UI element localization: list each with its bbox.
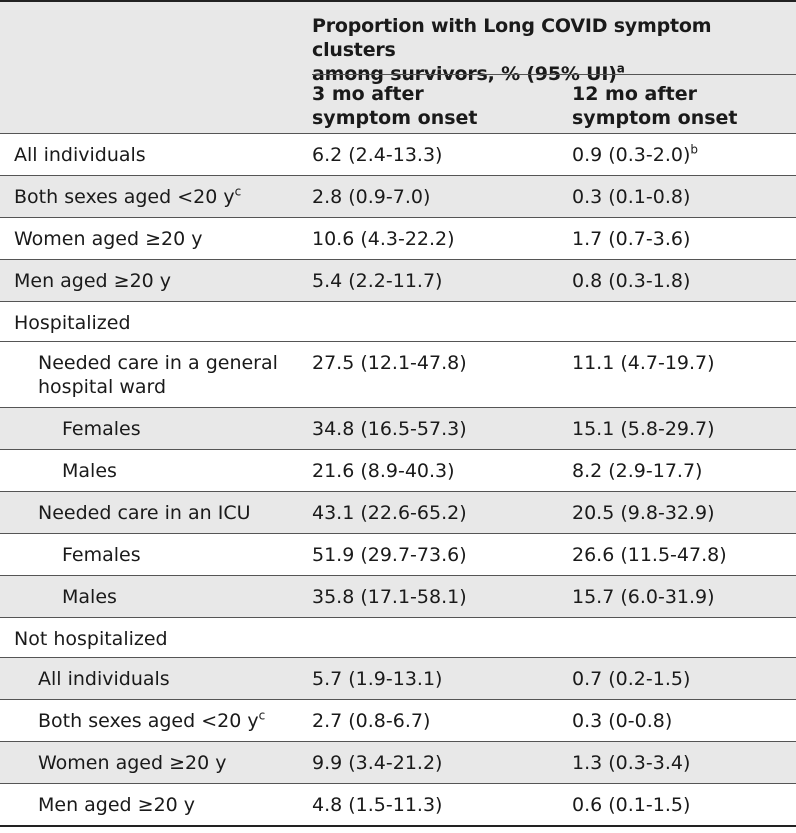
value-12mo: 1.7 (0.7-3.6)	[572, 228, 691, 250]
table-row: Needed care in an ICU 43.1 (22.6-65.2) 2…	[0, 492, 796, 534]
value-3mo: 9.9 (3.4-21.2)	[312, 752, 443, 774]
column-header-3mo-line-1: 3 mo after	[312, 83, 424, 105]
row-label: Men aged ≥20 y	[14, 270, 172, 292]
value-12mo: 0.6 (0.1-1.5)	[572, 794, 691, 816]
value-12mo: 20.5 (9.8-32.9)	[572, 502, 715, 524]
table-row: Men aged ≥20 y 4.8 (1.5-11.3) 0.6 (0.1-1…	[0, 784, 796, 827]
row-label-text: Both sexes aged <20 y	[38, 710, 259, 732]
row-label: Males	[62, 586, 117, 608]
row-label: Both sexes aged <20 yc	[14, 185, 241, 209]
table-row: All individuals 5.7 (1.9-13.1) 0.7 (0.2-…	[0, 658, 796, 700]
value-12mo: 0.7 (0.2-1.5)	[572, 668, 691, 690]
row-label: Females	[62, 544, 141, 566]
value-3mo: 27.5 (12.1-47.8)	[312, 352, 467, 374]
table-row: Both sexes aged <20 yc 2.8 (0.9-7.0) 0.3…	[0, 176, 796, 218]
table-row: Males 35.8 (17.1-58.1) 15.7 (6.0-31.9)	[0, 576, 796, 618]
row-label-line-1: Needed care in a general	[38, 352, 278, 374]
column-header-12mo: 12 mo after symptom onset	[572, 82, 796, 130]
table-row: Females 51.9 (29.7-73.6) 26.6 (11.5-47.8…	[0, 534, 796, 576]
table-row: Needed care in a general hospital ward 2…	[0, 342, 796, 408]
value-3mo: 21.6 (8.9-40.3)	[312, 460, 455, 482]
table-row: Women aged ≥20 y 10.6 (4.3-22.2) 1.7 (0.…	[0, 218, 796, 260]
column-header-12mo-line-2: symptom onset	[572, 107, 738, 129]
value-12mo: 15.7 (6.0-31.9)	[572, 586, 715, 608]
value-3mo: 2.8 (0.9-7.0)	[312, 186, 431, 208]
row-label: Men aged ≥20 y	[38, 794, 196, 816]
table-row: Males 21.6 (8.9-40.3) 8.2 (2.9-17.7)	[0, 450, 796, 492]
value-3mo: 6.2 (2.4-13.3)	[312, 144, 443, 166]
row-label: Needed care in a general hospital ward	[38, 351, 278, 399]
value-12mo: 0.3 (0.1-0.8)	[572, 186, 691, 208]
spanner-heading: Proportion with Long COVID symptom clust…	[312, 14, 792, 86]
row-label: Women aged ≥20 y	[14, 228, 203, 250]
row-label: Males	[62, 460, 117, 482]
table-row: Men aged ≥20 y 5.4 (2.2-11.7) 0.8 (0.3-1…	[0, 260, 796, 302]
row-label-line-2: hospital ward	[38, 376, 167, 398]
value-3mo: 35.8 (17.1-58.1)	[312, 586, 467, 608]
row-label: Women aged ≥20 y	[38, 752, 227, 774]
value-12mo: 0.8 (0.3-1.8)	[572, 270, 691, 292]
value-3mo: 10.6 (4.3-22.2)	[312, 228, 455, 250]
value-12mo: 8.2 (2.9-17.7)	[572, 460, 703, 482]
column-header-12mo-line-1: 12 mo after	[572, 83, 697, 105]
row-label: Both sexes aged <20 yc	[38, 709, 265, 733]
row-label: All individuals	[14, 144, 146, 166]
footnote-c-marker: c	[258, 708, 266, 723]
footnote-a-marker: a	[616, 61, 625, 76]
value-3mo: 5.7 (1.9-13.1)	[312, 668, 443, 690]
value-12mo: 0.9 (0.3-2.0)b	[572, 143, 698, 167]
footnote-c-marker: c	[234, 184, 242, 199]
value-3mo: 2.7 (0.8-6.7)	[312, 710, 431, 732]
section-row-hospitalized: Hospitalized	[0, 302, 796, 342]
row-label: Females	[62, 418, 141, 440]
table-body: All individuals 6.2 (2.4-13.3) 0.9 (0.3-…	[0, 134, 796, 827]
table-row: Both sexes aged <20 yc 2.7 (0.8-6.7) 0.3…	[0, 700, 796, 742]
footnote-b-marker: b	[690, 142, 698, 157]
value-12mo: 0.3 (0-0.8)	[572, 710, 673, 732]
table-row: Women aged ≥20 y 9.9 (3.4-21.2) 1.3 (0.3…	[0, 742, 796, 784]
column-header-3mo-line-2: symptom onset	[312, 107, 478, 129]
row-label: Hospitalized	[14, 312, 131, 334]
row-label: Not hospitalized	[14, 628, 168, 650]
spanner-line-1: Proportion with Long COVID symptom clust…	[312, 15, 712, 61]
value-12mo: 26.6 (11.5-47.8)	[572, 544, 727, 566]
spanner-rule	[312, 74, 796, 75]
row-label: Needed care in an ICU	[38, 502, 251, 524]
value-3mo: 5.4 (2.2-11.7)	[312, 270, 443, 292]
column-header-3mo: 3 mo after symptom onset	[312, 82, 542, 130]
value-12mo: 15.1 (5.8-29.7)	[572, 418, 715, 440]
section-row-not-hospitalized: Not hospitalized	[0, 618, 796, 658]
value-12mo: 1.3 (0.3-3.4)	[572, 752, 691, 774]
value-12mo: 11.1 (4.7-19.7)	[572, 352, 715, 374]
row-label-text: Both sexes aged <20 y	[14, 186, 235, 208]
row-label: All individuals	[38, 668, 170, 690]
value-3mo: 43.1 (22.6-65.2)	[312, 502, 467, 524]
value-12mo-text: 0.9 (0.3-2.0)	[572, 144, 691, 166]
table-row: Females 34.8 (16.5-57.3) 15.1 (5.8-29.7)	[0, 408, 796, 450]
value-3mo: 4.8 (1.5-11.3)	[312, 794, 443, 816]
table-header: Proportion with Long COVID symptom clust…	[0, 0, 796, 134]
value-3mo: 34.8 (16.5-57.3)	[312, 418, 467, 440]
value-3mo: 51.9 (29.7-73.6)	[312, 544, 467, 566]
table-row: All individuals 6.2 (2.4-13.3) 0.9 (0.3-…	[0, 134, 796, 176]
